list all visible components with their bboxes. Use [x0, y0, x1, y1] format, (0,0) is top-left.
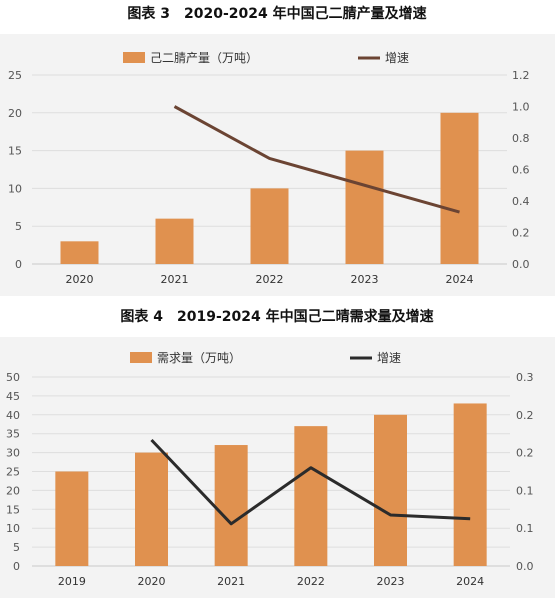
chart4-x-tick: 2021 — [217, 575, 245, 588]
chart3-bar — [156, 219, 194, 264]
chart4-left-tick: 35 — [6, 428, 20, 441]
chart3-x-tick: 2021 — [161, 273, 189, 286]
chart4-right-tick: 0.2 — [516, 447, 534, 460]
chart4-left-tick: 15 — [6, 503, 20, 516]
chart4-left-tick: 5 — [13, 541, 20, 554]
chart4-bar — [215, 445, 248, 566]
chart4-right-tick: 0.3 — [516, 371, 534, 384]
chart3-bar — [61, 241, 99, 264]
chart3-x-tick: 2023 — [351, 273, 379, 286]
chart3-left-tick: 0 — [15, 258, 22, 271]
chart3-left-tick: 10 — [8, 182, 22, 195]
chart4-left-tick: 45 — [6, 390, 20, 403]
chart3-right-tick: 0.8 — [512, 132, 530, 145]
chart4-title: 图表 4 2019-2024 年中国己二晴需求量及增速 — [120, 308, 433, 325]
chart3-right-tick: 0.6 — [512, 164, 530, 177]
chart4-x-tick: 2023 — [377, 575, 405, 588]
chart3-legend-bar-label: 己二腈产量（万吨） — [150, 51, 258, 65]
chart3-left-tick: 5 — [15, 220, 22, 233]
chart3-right-tick: 1.0 — [512, 101, 530, 114]
chart4-x-tick: 2024 — [456, 575, 484, 588]
chart3-title: 图表 3 2020-2024 年中国己二腈产量及增速 — [127, 5, 426, 22]
chart3-bar — [251, 188, 289, 264]
chart4-x-tick: 2022 — [297, 575, 325, 588]
chart4-left-tick: 25 — [6, 466, 20, 479]
chart3-bar — [441, 113, 479, 264]
chart4-bar — [454, 403, 487, 566]
chart3-left-tick: 25 — [8, 69, 22, 82]
chart4-left-tick: 30 — [6, 447, 20, 460]
chart3-left-tick: 20 — [8, 107, 22, 120]
chart4-right-tick: 0.1 — [516, 484, 534, 497]
chart4-left-tick: 0 — [13, 560, 20, 573]
chart4-left-tick: 10 — [6, 522, 20, 535]
chart4-legend-bar-label: 需求量（万吨） — [157, 351, 241, 365]
chart3-x-tick: 2024 — [446, 273, 474, 286]
chart3-right-tick: 1.2 — [512, 69, 530, 82]
chart3-legend-bar-swatch — [123, 52, 145, 63]
chart3-legend-line-label: 增速 — [385, 51, 409, 65]
chart4-left-tick: 50 — [6, 371, 20, 384]
chart3-right-tick: 0.4 — [512, 195, 530, 208]
chart4-right-tick: 0.1 — [516, 522, 534, 535]
chart3-bar — [346, 151, 384, 264]
chart4-legend-line-label: 增速 — [377, 351, 401, 365]
chart3-x-tick: 2022 — [256, 273, 284, 286]
chart3-right-tick: 0.2 — [512, 227, 530, 240]
chart4-left-tick: 40 — [6, 409, 20, 422]
chart4-x-tick: 2019 — [58, 575, 86, 588]
chart3-x-tick: 2020 — [66, 273, 94, 286]
chart4-bar — [135, 453, 168, 566]
chart4-bar — [374, 415, 407, 566]
chart4-bar — [294, 426, 327, 566]
chart4-x-tick: 2020 — [138, 575, 166, 588]
chart4-right-tick: 0.0 — [516, 560, 534, 573]
chart3-right-tick: 0.0 — [512, 258, 530, 271]
chart4-left-tick: 20 — [6, 484, 20, 497]
chart3-left-tick: 15 — [8, 145, 22, 158]
chart4-right-tick: 0.2 — [516, 409, 534, 422]
chart4-legend-bar-swatch — [130, 352, 152, 363]
chart4-bar — [55, 472, 88, 567]
